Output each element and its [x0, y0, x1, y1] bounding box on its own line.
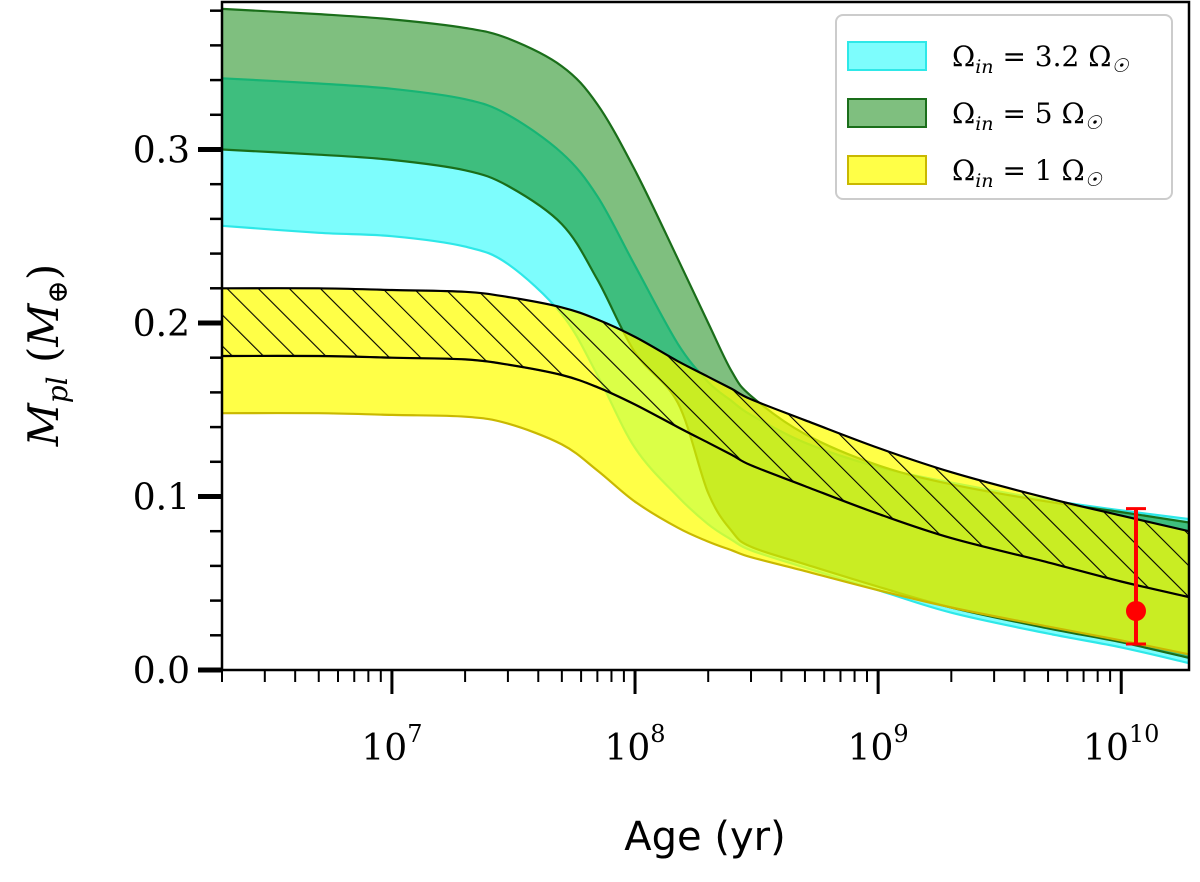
- y-tick-label: 0.0: [133, 651, 190, 692]
- y-axis: 0.0 0.1 0.2 0.3: [133, 9, 222, 692]
- legend-label-0: Ωin = 3.2 Ω☉: [952, 40, 1129, 78]
- band-hatch-3: [222, 288, 1189, 598]
- y-tick-label: 0.3: [133, 130, 190, 171]
- y-axis-title-symbol: M: [19, 402, 68, 447]
- bands-layer: [222, 7, 1189, 665]
- band-lower-edge-2: [222, 411, 1189, 656]
- observation-layer: [1125, 507, 1146, 646]
- x-axis: 107 108 109 1010: [221, 670, 1159, 769]
- x-tick-label: 1010: [1083, 720, 1159, 769]
- plot-frame: [220, 0, 1191, 672]
- x-axis-title: Age (yr): [624, 814, 785, 860]
- legend-swatch-0: [847, 41, 927, 71]
- svg-text:Mpl (M⊕): Mpl (M⊕): [19, 264, 74, 448]
- y-axis-title: Mpl (M⊕): [19, 264, 74, 448]
- y-axis-title-subscript: pl: [41, 376, 74, 403]
- legend-label-1: Ωin = 5 Ω☉: [952, 97, 1103, 135]
- observation-point: [1125, 601, 1146, 622]
- band-lower-edge-3: [222, 354, 1189, 599]
- legend-swatch-2: [847, 155, 927, 185]
- x-tick-label: 108: [604, 720, 665, 769]
- x-tick-label: 107: [361, 720, 422, 769]
- y-tick-label: 0.2: [133, 304, 190, 345]
- band-upper-edge-3: [222, 287, 1189, 533]
- legend: Ωin = 3.2 Ω☉ Ωin = 5 Ω☉ Ωin = 1 Ω☉: [835, 14, 1173, 200]
- y-tick-label: 0.1: [133, 477, 190, 518]
- legend-swatch-1: [847, 98, 927, 128]
- legend-label-2: Ωin = 1 Ω☉: [952, 154, 1103, 192]
- band-fill-2: [222, 355, 1189, 655]
- y-axis-title-unit-subscript: ⊕: [41, 280, 74, 303]
- x-tick-label: 109: [848, 720, 909, 769]
- y-axis-title-unit: M: [19, 303, 68, 348]
